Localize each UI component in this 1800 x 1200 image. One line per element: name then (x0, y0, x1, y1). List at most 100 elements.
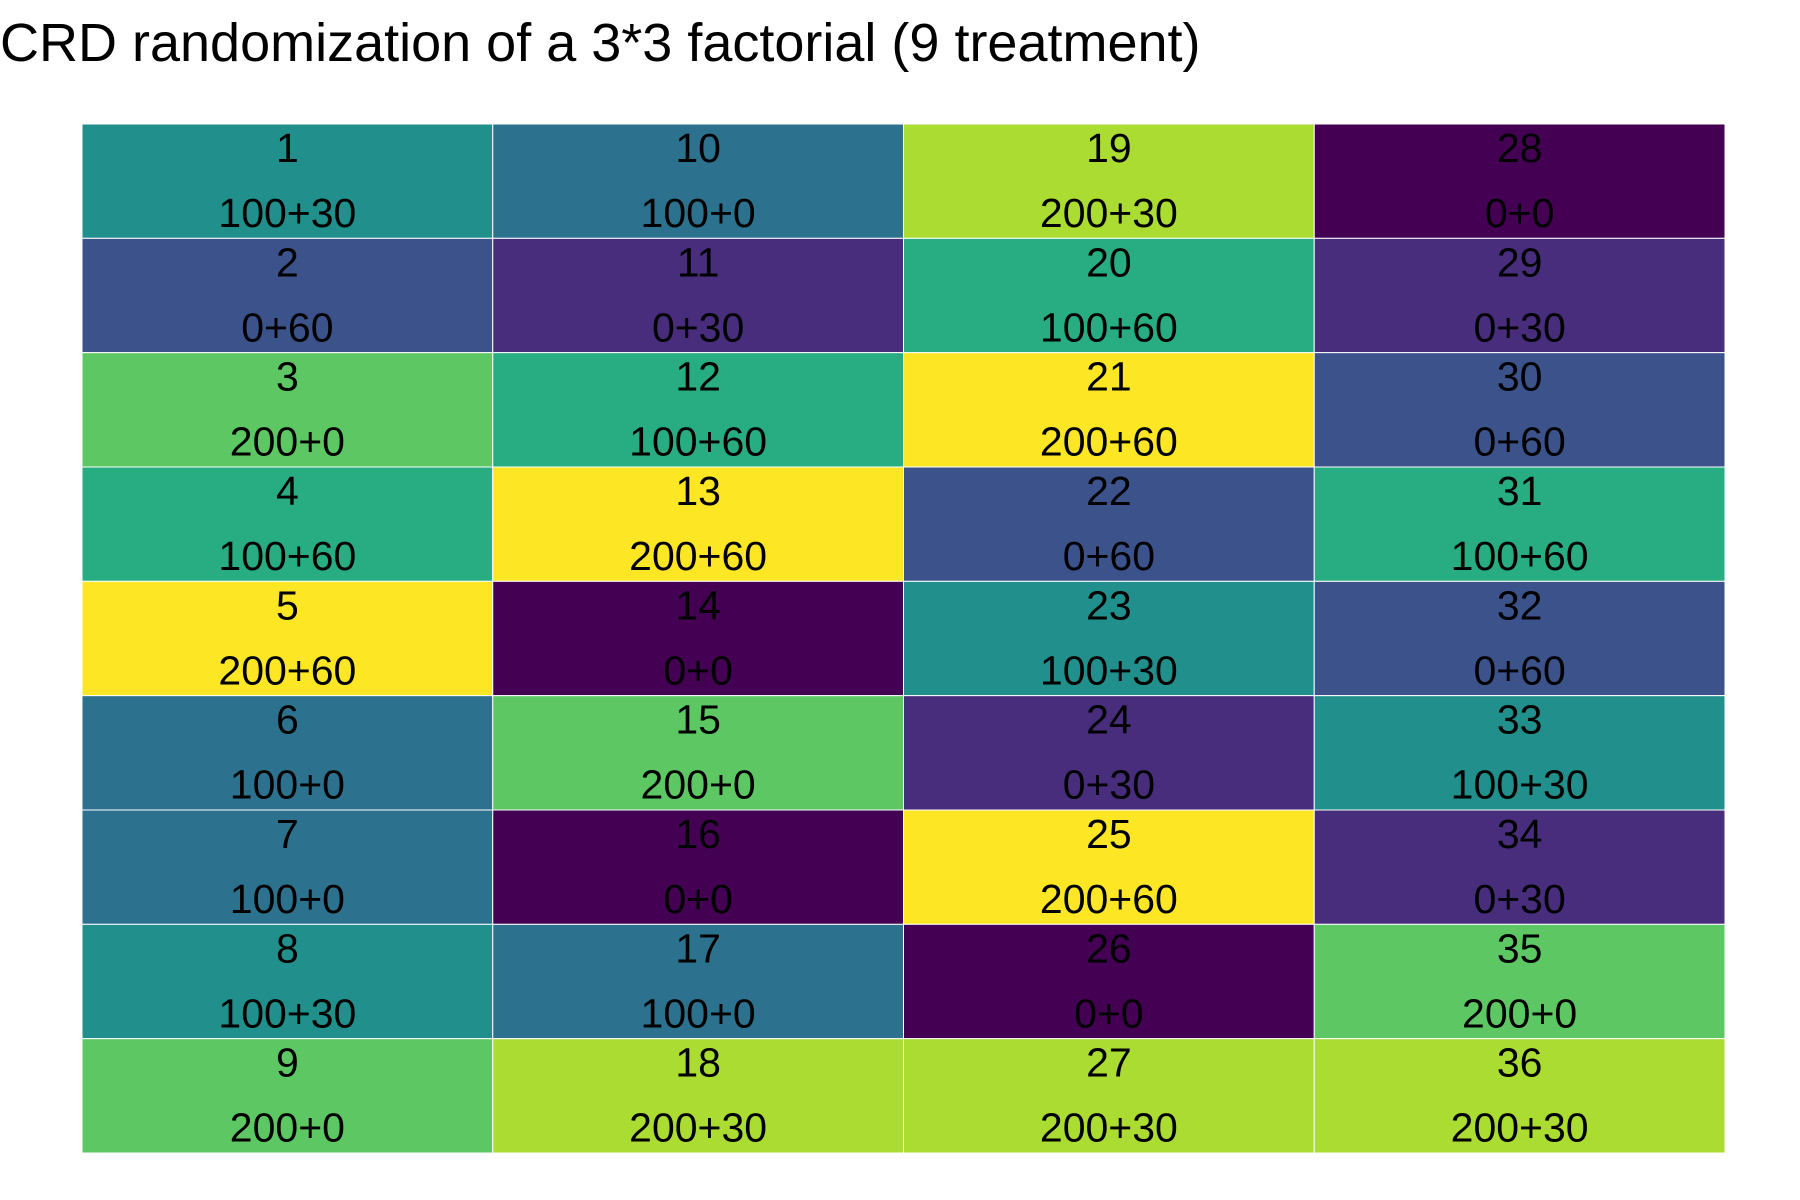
treatment-label: 200+0 (230, 419, 345, 465)
plot-number-label: 25 (1086, 811, 1132, 857)
heatmap-cell-rect (492, 1038, 904, 1154)
heatmap-cell-rect (1313, 466, 1726, 582)
heatmap-cell: 18 200+30 (492, 1038, 904, 1154)
treatment-label: 100+30 (1451, 762, 1589, 808)
chart-title: CRD randomization of a 3*3 factorial (9 … (0, 13, 1201, 73)
heatmap-cell: 34 0+30 (1313, 809, 1726, 925)
heatmap-cell: 3 200+0 (81, 352, 494, 468)
heatmap-cell-rect (492, 923, 904, 1040)
heatmap-cell: 36 200+30 (1313, 1038, 1726, 1154)
plot-number-label: 13 (675, 468, 721, 514)
heatmap-cell: 4 100+60 (81, 466, 494, 582)
treatment-label: 100+0 (641, 190, 756, 236)
plot-number-label: 34 (1497, 811, 1543, 857)
heatmap-cell-rect (81, 1038, 494, 1154)
heatmap-cell: 140+0 (492, 580, 904, 697)
plot-number-label: 24 (1086, 697, 1132, 743)
heatmap-cell-rect (81, 466, 494, 582)
heatmap-cell-rect (492, 352, 904, 468)
heatmap-cell: 24 0+30 (903, 695, 1315, 811)
plot-number-label: 23 (1086, 582, 1132, 628)
treatment-label: 0+0 (663, 876, 733, 922)
treatment-label: 200+30 (1040, 190, 1178, 236)
heatmap-cell-rect (903, 123, 1315, 239)
heatmap-cell-rect (1313, 695, 1726, 811)
plot-number-label: 3 (276, 354, 299, 400)
plot-number-label: 14 (675, 582, 721, 628)
heatmap-cell-rect (81, 809, 494, 925)
plot-number-label: 1 (276, 125, 299, 171)
plot-number-label: 33 (1497, 697, 1543, 743)
treatment-label: 200+60 (1040, 419, 1178, 465)
heatmap-cell: 160+0 (492, 809, 904, 925)
heatmap-cell-rect (1313, 352, 1726, 468)
heatmap-cell: 15 200+0 (492, 695, 904, 811)
heatmap-cell: 33 100+30 (1313, 695, 1726, 811)
treatment-label: 100+0 (641, 990, 756, 1036)
plot-number-label: 2 (276, 239, 299, 285)
plot-number-label: 18 (675, 1040, 721, 1086)
heatmap-cell-rect (81, 352, 494, 468)
treatment-label: 100+60 (1040, 304, 1178, 350)
plot-number-label: 21 (1086, 354, 1132, 400)
plot-number-label: 10 (675, 125, 721, 171)
plot-number-label: 5 (276, 582, 299, 628)
treatment-label: 0+0 (1485, 190, 1555, 236)
plot-number-label: 8 (276, 925, 299, 971)
plot-number-label: 35 (1497, 925, 1543, 971)
heatmap-cell: 13 200+60 (492, 466, 904, 582)
heatmap-cell: 22 0+60 (903, 466, 1315, 582)
heatmap-cell: 35 200+0 (1313, 923, 1726, 1040)
treatment-label: 100+30 (1040, 647, 1178, 693)
treatment-label: 100+0 (230, 876, 345, 922)
heatmap-cell-rect (81, 123, 494, 239)
plot-number-label: 30 (1497, 354, 1543, 400)
heatmap-cell: 11 0+30 (492, 237, 904, 354)
treatment-label: 200+30 (1040, 1105, 1178, 1151)
heatmap-cell: 260+0 (903, 923, 1315, 1040)
plot-number-label: 31 (1497, 468, 1543, 514)
treatment-label: 0+0 (1074, 990, 1144, 1036)
treatment-label: 0+60 (1473, 419, 1565, 465)
heatmap-cell-rect (903, 580, 1315, 697)
heatmap-cell: 6 100+0 (81, 695, 494, 811)
plot-number-label: 19 (1086, 125, 1132, 171)
plot-number-label: 4 (276, 468, 299, 514)
heatmap-cell-rect (492, 123, 904, 239)
plot-number-label: 17 (675, 925, 721, 971)
treatment-label: 200+60 (629, 533, 767, 579)
heatmap-cell-rect (1313, 1038, 1726, 1154)
plot-number-label: 7 (276, 811, 299, 857)
heatmap-cell-rect (903, 809, 1315, 925)
treatment-label: 100+60 (1451, 533, 1589, 579)
heatmap-cell: 31 100+60 (1313, 466, 1726, 582)
treatment-label: 100+60 (629, 419, 767, 465)
heatmap-cell: 10 100+0 (492, 123, 904, 239)
treatment-label: 200+0 (641, 762, 756, 808)
heatmap-cell-rect (1313, 809, 1726, 925)
heatmap-cell-rect (492, 695, 904, 811)
plot-number-label: 32 (1497, 582, 1543, 628)
treatment-label: 100+30 (218, 190, 356, 236)
treatment-label: 100+30 (218, 990, 356, 1036)
heatmap-cell-rect (492, 466, 904, 582)
plot-number-label: 16 (675, 811, 721, 857)
heatmap-cell-rect (903, 466, 1315, 582)
plot-number-label: 27 (1086, 1040, 1132, 1086)
heatmap-cell: 23 100+30 (903, 580, 1315, 697)
heatmap-cell-rect (492, 580, 904, 697)
heatmap-cell-rect (1313, 923, 1726, 1040)
plot-number-label: 26 (1086, 925, 1132, 971)
heatmap-cell: 32 0+60 (1313, 580, 1726, 697)
treatment-label: 200+30 (1451, 1105, 1589, 1151)
heatmap-cells: 1100+3020+603200+04100+605200+606100+071… (81, 123, 1726, 1154)
treatment-label: 0+0 (663, 647, 733, 693)
heatmap-cell: 30 0+60 (1313, 352, 1726, 468)
heatmap-cell: 5 200+60 (81, 580, 494, 697)
heatmap-cell-rect (903, 695, 1315, 811)
heatmap-cell-rect (903, 352, 1315, 468)
heatmap-cell: 280+0 (1313, 123, 1726, 239)
heatmap-cell-rect (903, 923, 1315, 1040)
heatmap-cell-rect (81, 237, 494, 354)
